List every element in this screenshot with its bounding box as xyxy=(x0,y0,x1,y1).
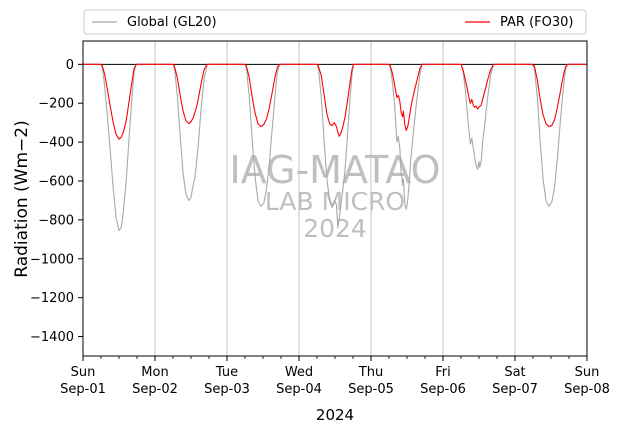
x-tick-label-day-7: Sun xyxy=(575,365,600,380)
y-tick-label-3: −600 xyxy=(38,175,74,190)
x-tick-label-day-1: Mon xyxy=(141,365,168,380)
legend: Global (GL20) PAR (FO30) xyxy=(83,9,587,35)
x-tick-label-day-2: Tue xyxy=(215,365,238,380)
x-tick-label-date-2: Sep-03 xyxy=(204,382,250,397)
legend-label-par: PAR (FO30) xyxy=(500,15,573,30)
x-tick-label-day-6: Sat xyxy=(504,365,525,380)
x-tick-label-date-6: Sep-07 xyxy=(492,382,538,397)
x-tick-label-date-7: Sep-08 xyxy=(564,382,610,397)
x-axis-label: 2024 xyxy=(316,406,354,424)
watermark-line-3: 2024 xyxy=(303,214,367,243)
x-axis: Sun Sep-01 Mon Sep-02 Tue Sep-03 Wed Sep-04 Thu S… xyxy=(60,356,610,397)
x-tick-label-date-5: Sep-06 xyxy=(420,382,466,397)
y-tick-label-7: −1400 xyxy=(30,330,74,345)
x-tick-label-date-1: Sep-02 xyxy=(132,382,178,397)
y-axis-label: Radiation (Wm−2) xyxy=(12,120,32,277)
y-tick-label-5: −1000 xyxy=(30,252,74,267)
legend-frame xyxy=(83,9,587,35)
y-axis: 0 −200 −400 −600 −800 −1000 −1200 −1400 xyxy=(30,58,83,345)
x-tick-label-day-4: Thu xyxy=(358,365,383,380)
grid-lines xyxy=(154,41,516,356)
watermark: IAG-MATAO LAB MICRO 2024 xyxy=(229,148,440,243)
x-tick-label-date-3: Sep-04 xyxy=(276,382,322,397)
x-tick-label-date-0: Sep-01 xyxy=(60,382,106,397)
x-tick-label-day-5: Fri xyxy=(435,365,451,380)
y-tick-label-6: −1200 xyxy=(30,291,74,306)
x-tick-label-date-4: Sep-05 xyxy=(348,382,394,397)
y-tick-label-1: −200 xyxy=(38,97,74,112)
series-lines xyxy=(83,63,587,232)
series-line-1 xyxy=(83,63,587,140)
x-tick-label-day-3: Wed xyxy=(285,365,313,380)
series-line-0 xyxy=(83,63,587,232)
y-tick-label-4: −800 xyxy=(38,213,74,228)
x-tick-label-day-0: Sun xyxy=(71,365,96,380)
watermark-line-1: IAG-MATAO xyxy=(229,148,440,192)
legend-label-global: Global (GL20) xyxy=(127,15,217,30)
y-tick-label-0: 0 xyxy=(66,58,74,73)
y-tick-label-2: −400 xyxy=(38,136,74,151)
